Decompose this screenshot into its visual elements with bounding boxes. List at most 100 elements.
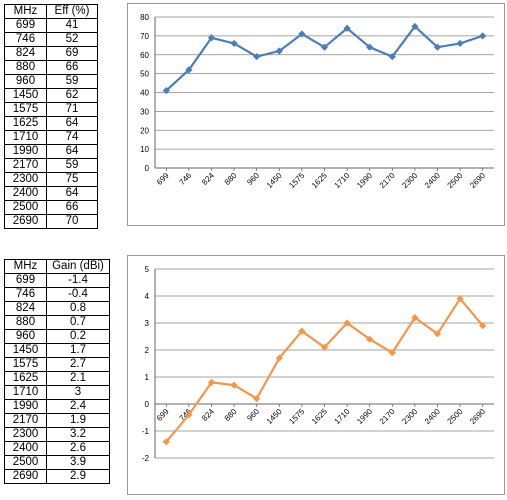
series-line bbox=[165, 297, 484, 443]
table-row: 2500 66 bbox=[4, 200, 98, 215]
gain-table: MHz Gain (dBi) 699 -1.4 746 -0.4 824 0.8 880 0.7… bbox=[4, 259, 110, 484]
x-tick-label: 1990 bbox=[355, 407, 374, 426]
x-tick-label: 1710 bbox=[333, 171, 352, 190]
eff-table-cell: 52 bbox=[46, 32, 98, 47]
x-tick-label: 2170 bbox=[378, 171, 397, 190]
data-point bbox=[162, 438, 170, 446]
gain-table-cell: 880 bbox=[4, 315, 47, 330]
gain-table-cell: 1575 bbox=[4, 357, 47, 372]
y-tick-label: 0 bbox=[145, 164, 150, 173]
gain-table-cell: 2.7 bbox=[46, 357, 110, 372]
x-tick-label: 2400 bbox=[423, 171, 442, 190]
gain-table-cell: 960 bbox=[4, 329, 47, 344]
y-tick-label: 40 bbox=[140, 89, 149, 98]
y-tick-label: -2 bbox=[142, 454, 150, 463]
x-tick-label: 1625 bbox=[310, 407, 329, 426]
x-tick-label: 2170 bbox=[378, 407, 397, 426]
table-row: 2690 70 bbox=[4, 214, 98, 229]
gain-table-cell: 1.7 bbox=[46, 343, 110, 358]
table-row: 2300 75 bbox=[4, 172, 98, 187]
table-row: 1710 74 bbox=[4, 130, 98, 145]
y-tick-label: -1 bbox=[142, 427, 150, 436]
eff-table-cell: 1990 bbox=[4, 144, 47, 159]
x-tick-label: 2690 bbox=[468, 171, 487, 190]
eff-table-cell: 62 bbox=[46, 88, 98, 103]
x-tick-label: 2500 bbox=[446, 171, 465, 190]
data-point bbox=[162, 87, 170, 95]
gain-table-header-0: MHz bbox=[4, 259, 47, 274]
x-tick-label: 2500 bbox=[446, 407, 465, 426]
gain-table-cell: 2.1 bbox=[46, 371, 110, 386]
table-row: 2300 3.2 bbox=[4, 427, 110, 442]
y-tick-label: 60 bbox=[140, 51, 149, 60]
x-tick-label: 1575 bbox=[287, 407, 306, 426]
eff-table-cell: 699 bbox=[4, 18, 47, 33]
x-tick-label: 1450 bbox=[265, 171, 284, 190]
eff-table-cell: 2300 bbox=[4, 172, 47, 187]
x-tick-label: 699 bbox=[155, 407, 171, 423]
data-point bbox=[411, 314, 419, 322]
data-point bbox=[207, 34, 216, 42]
table-row: 1575 71 bbox=[4, 102, 98, 117]
gain-table-cell: 2500 bbox=[4, 455, 47, 470]
gain-table-cell: -0.4 bbox=[46, 287, 110, 302]
eff-table-cell: 2170 bbox=[4, 158, 47, 173]
table-row: 824 69 bbox=[4, 46, 98, 61]
table-row: 880 66 bbox=[4, 60, 98, 75]
y-tick-label: 80 bbox=[140, 13, 149, 22]
data-point bbox=[343, 319, 351, 327]
data-point bbox=[479, 32, 487, 40]
gain-table-cell: 1.9 bbox=[46, 413, 110, 428]
x-tick-label: 746 bbox=[178, 171, 194, 187]
data-point bbox=[320, 43, 329, 51]
table-row: 880 0.7 bbox=[4, 315, 110, 330]
eff-table-cell: 64 bbox=[46, 186, 98, 201]
eff-table-cell: 1710 bbox=[4, 130, 47, 145]
gain-table-cell: 0.8 bbox=[46, 301, 110, 316]
x-tick-label: 824 bbox=[200, 171, 216, 187]
eff-table-cell: 1575 bbox=[4, 102, 47, 117]
gain-table-cell: 1710 bbox=[4, 385, 47, 400]
x-tick-label: 2300 bbox=[400, 407, 419, 426]
gain-chart: -2 -1 0 1 2 3 4 5 699 746 824 880 960 1450 1575 1625 171… bbox=[127, 255, 505, 495]
eff-table-cell: 74 bbox=[46, 130, 98, 145]
data-point bbox=[433, 330, 442, 338]
gain-table-cell: 3.9 bbox=[46, 455, 110, 470]
gain-table-header-1: Gain (dBi) bbox=[46, 259, 110, 274]
y-tick-label: 70 bbox=[140, 32, 149, 41]
x-tick-label: 960 bbox=[245, 171, 261, 187]
y-tick-label: 10 bbox=[140, 145, 149, 154]
x-tick-label: 880 bbox=[223, 171, 239, 187]
y-tick-label: 4 bbox=[145, 292, 150, 301]
gain-table-cell: 2.9 bbox=[46, 469, 110, 484]
table-row: 1625 64 bbox=[4, 116, 98, 131]
data-point bbox=[456, 295, 464, 303]
table-row: 1625 2.1 bbox=[4, 371, 110, 386]
data-point bbox=[411, 22, 419, 31]
efficiency-table: MHz Eff (%) 699 41 746 52 824 69 880 66 960 59 1450… bbox=[4, 4, 98, 229]
table-row: 1710 3 bbox=[4, 385, 110, 400]
table-row: 699 41 bbox=[4, 18, 98, 33]
table-row: 1990 64 bbox=[4, 144, 98, 159]
data-point bbox=[275, 47, 283, 55]
gain-table-cell: 2400 bbox=[4, 441, 47, 456]
eff-table-cell: 66 bbox=[46, 60, 98, 75]
x-tick-label: 1990 bbox=[355, 171, 374, 190]
x-tick-label: 1710 bbox=[333, 407, 352, 426]
eff-table-cell: 1450 bbox=[4, 88, 47, 103]
gain-table-cell: 824 bbox=[4, 301, 47, 316]
y-tick-label: 1 bbox=[145, 373, 150, 382]
data-point bbox=[230, 39, 238, 48]
eff-table-cell: 2400 bbox=[4, 186, 47, 201]
data-point bbox=[456, 39, 464, 48]
efficiency-chart: 0 10 20 30 40 50 60 70 80 699 746 824 880 960 1450 1575… bbox=[127, 3, 505, 226]
data-point bbox=[366, 43, 374, 51]
data-point bbox=[433, 43, 442, 51]
eff-table-header-0: MHz bbox=[4, 4, 47, 19]
x-tick-label: 960 bbox=[245, 407, 261, 423]
eff-table-cell: 2690 bbox=[4, 214, 47, 229]
gain-table-cell: -1.4 bbox=[46, 273, 110, 288]
x-tick-label: 2400 bbox=[423, 407, 442, 426]
table-row: 2690 2.9 bbox=[4, 469, 110, 484]
table-row: 2400 64 bbox=[4, 186, 98, 201]
